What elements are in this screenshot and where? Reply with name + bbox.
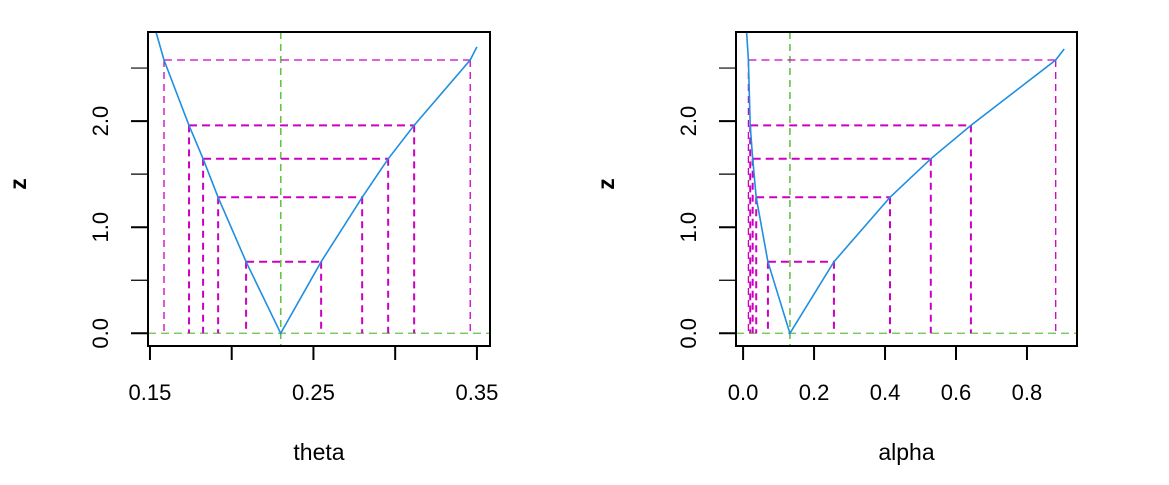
panel-theta: 0.15 0.25 0.35 0.0 1.0 2.0 theta z — [5, 31, 499, 465]
profile-curve — [155, 31, 478, 336]
x-tick-label: 0.25 — [292, 380, 335, 405]
x-tick-label: 0.6 — [941, 380, 972, 405]
x-axis-label: theta — [293, 439, 344, 465]
panel-alpha: 0.0 0.2 0.4 0.6 0.8 0.0 1.0 2.0 alpha z — [593, 31, 1078, 465]
x-axis-label: alpha — [878, 439, 934, 465]
x-tick-label: 0.2 — [799, 380, 830, 405]
plot-box — [735, 31, 1078, 347]
y-axis: 0.0 1.0 2.0 — [676, 67, 736, 349]
y-tick-label: 1.0 — [88, 212, 113, 243]
x-tick-label: 0.35 — [456, 380, 499, 405]
x-axis: 0.0 0.2 0.4 0.6 0.8 — [728, 345, 1043, 405]
x-tick-label: 0.8 — [1012, 380, 1043, 405]
y-axis-label: z — [5, 178, 31, 190]
x-tick-label: 0.15 — [129, 380, 172, 405]
x-axis: 0.15 0.25 0.35 — [129, 345, 499, 405]
y-tick-label: 2.0 — [88, 106, 113, 137]
y-tick-label: 2.0 — [676, 106, 701, 137]
plot-box — [147, 31, 491, 347]
y-axis: 0.0 1.0 2.0 — [88, 67, 148, 349]
profile-curve — [745, 31, 1065, 336]
y-axis-label: z — [593, 178, 619, 190]
x-tick-label: 0.0 — [728, 380, 759, 405]
y-tick-label: 0.0 — [676, 318, 701, 349]
y-tick-label: 1.0 — [676, 212, 701, 243]
y-tick-label: 0.0 — [88, 318, 113, 349]
x-tick-label: 0.4 — [870, 380, 901, 405]
